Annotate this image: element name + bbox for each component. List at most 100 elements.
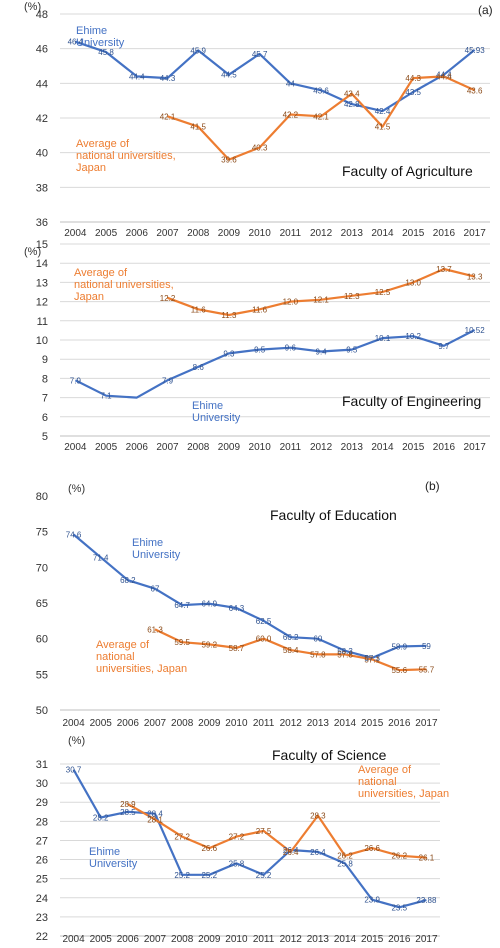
data-label: 26.6 <box>201 844 217 853</box>
y-tick-label: 5 <box>42 431 48 443</box>
data-label: 41.5 <box>190 123 206 132</box>
y-tick-label: 27 <box>36 835 48 847</box>
data-label: 60.0 <box>256 635 272 644</box>
data-label: 46.4 <box>68 38 84 47</box>
data-label: 64.9 <box>201 600 217 609</box>
data-label: 12.1 <box>313 296 329 305</box>
data-label: 12.0 <box>283 298 299 307</box>
y-tick-label: 38 <box>36 182 48 194</box>
data-label: 39.6 <box>221 156 237 165</box>
x-tick-label: 2011 <box>253 934 275 945</box>
series-line-ehime <box>72 533 427 659</box>
data-label: 10.2 <box>405 332 421 341</box>
y-tick-label: 22 <box>36 931 48 943</box>
data-label: 30.7 <box>66 766 82 775</box>
data-label: 57.8 <box>337 650 353 659</box>
x-tick-label: 2017 <box>415 934 438 945</box>
data-label: 9.7 <box>438 342 450 351</box>
x-tick-label: 2008 <box>171 934 194 945</box>
data-label: 11.3 <box>221 311 237 320</box>
data-label: 23.9 <box>364 896 380 905</box>
chart-panel-1: 5 6 7 8 9 10 11 12 13 14 15 2004 2005 2006 2007 2008 200… <box>24 239 490 453</box>
data-label: 28.4 <box>147 810 163 819</box>
y-tick-label: 48 <box>36 9 48 21</box>
data-label: 25.8 <box>337 859 353 868</box>
data-label: 9.5 <box>346 346 358 355</box>
data-label: 7.1 <box>101 392 113 401</box>
series-label: Average of <box>358 764 412 776</box>
x-tick-label: 2013 <box>307 718 330 729</box>
x-tick-label: 2012 <box>280 718 303 729</box>
series-label: national universities, <box>76 150 176 162</box>
data-label: 10.1 <box>375 334 391 343</box>
series-label: national <box>358 776 397 788</box>
data-label: 25.2 <box>174 871 190 880</box>
x-tick-label: 2004 <box>64 228 87 239</box>
x-tick-label: 2012 <box>280 934 303 945</box>
x-tick-label: 2011 <box>253 718 275 729</box>
data-label: 44.3 <box>405 74 421 83</box>
data-label: 13.3 <box>467 273 483 282</box>
data-label: 11.6 <box>191 305 207 314</box>
data-label: 42.2 <box>283 111 299 120</box>
y-tick-label: 26 <box>36 855 48 867</box>
data-label: 43.6 <box>467 86 483 95</box>
x-tick-label: 2010 <box>249 442 272 453</box>
data-label: 44.4 <box>436 71 452 80</box>
series-label: Ehime <box>132 537 163 549</box>
x-tick-label: 2015 <box>361 934 384 945</box>
data-label: 41.5 <box>375 123 391 132</box>
data-label: 11.6 <box>252 305 268 314</box>
x-tick-label: 2017 <box>415 718 438 729</box>
data-label: 64.7 <box>174 601 190 610</box>
data-label: 9.6 <box>285 344 297 353</box>
x-tick-label: 2011 <box>280 442 302 453</box>
x-tick-label: 2014 <box>371 442 394 453</box>
data-label: 68.2 <box>120 576 136 585</box>
series-line-national <box>127 803 427 859</box>
data-label: 26.4 <box>283 846 299 855</box>
x-tick-label: 2016 <box>388 934 411 945</box>
data-label: 27.5 <box>256 827 272 836</box>
data-label: 26.1 <box>419 854 435 863</box>
data-label: 45.93 <box>465 46 486 55</box>
series-line-ehime <box>75 40 476 113</box>
data-label: 43.6 <box>313 86 329 95</box>
data-label: 25.2 <box>201 871 217 880</box>
data-label: 26.4 <box>310 848 326 857</box>
y-tick-label: 70 <box>36 562 48 574</box>
data-label: 55.7 <box>419 665 435 674</box>
y-tick-label: 10 <box>36 335 48 347</box>
x-tick-label: 2009 <box>198 718 221 729</box>
x-tick-label: 2005 <box>95 442 118 453</box>
x-tick-label: 2009 <box>198 934 221 945</box>
data-label: 42.1 <box>160 112 176 121</box>
x-tick-label: 2006 <box>117 718 140 729</box>
series-label: Average of <box>74 267 128 279</box>
data-label: 28.2 <box>93 814 109 823</box>
y-axis-unit: (%) <box>24 246 41 258</box>
data-label: 58.3 <box>337 647 353 656</box>
chart-panel-3: 22 23 24 25 26 27 28 29 30 31 2004 2005 2006 2007 2008… <box>36 735 449 945</box>
y-tick-label: 11 <box>37 316 48 328</box>
data-label: 42.1 <box>313 112 329 121</box>
data-label: 45.7 <box>252 50 268 59</box>
series-label: University <box>89 858 138 870</box>
x-tick-label: 2004 <box>62 934 85 945</box>
y-tick-label: 6 <box>42 412 48 424</box>
data-label: 25.2 <box>256 871 272 880</box>
y-tick-label: 30 <box>36 778 48 790</box>
x-tick-label: 2010 <box>225 718 248 729</box>
x-tick-label: 2007 <box>144 718 167 729</box>
chart-panel-0: 36 38 40 42 44 46 48 2004 2005 2006 2007 2008 2009 20… <box>24 1 493 239</box>
y-tick-label: 7 <box>42 393 48 405</box>
series-label: Average of <box>96 639 150 651</box>
data-label: 45.9 <box>190 46 206 55</box>
x-tick-label: 2016 <box>433 442 456 453</box>
data-label: 44.3 <box>160 74 176 83</box>
data-label: 44 <box>286 79 295 88</box>
series-label: national universities, <box>74 279 174 291</box>
series-line-national <box>167 267 475 317</box>
series-line-national <box>167 75 476 161</box>
